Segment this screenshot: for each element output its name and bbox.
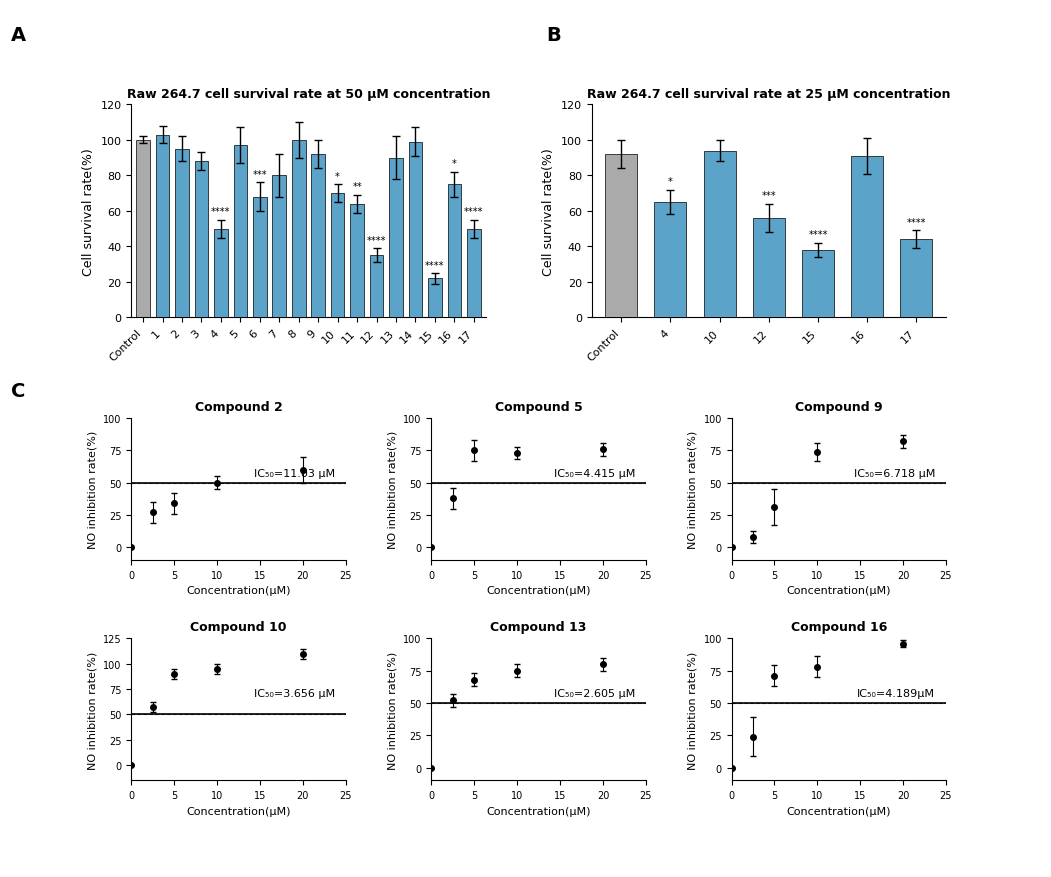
Title: Compound 5: Compound 5	[495, 401, 582, 413]
Bar	[605, 155, 637, 318]
Bar	[311, 155, 325, 318]
Bar	[156, 135, 169, 318]
Text: ****: ****	[907, 217, 926, 228]
Bar	[176, 150, 189, 318]
Bar	[194, 162, 208, 318]
Text: B: B	[547, 26, 561, 46]
Y-axis label: Cell survival rate(%): Cell survival rate(%)	[82, 148, 95, 275]
Text: *: *	[452, 159, 457, 169]
Y-axis label: NO inhibition rate(%): NO inhibition rate(%)	[87, 431, 98, 549]
Bar	[331, 194, 345, 318]
Title: Compound 10: Compound 10	[190, 620, 287, 633]
Text: IC₅₀=2.605 μM: IC₅₀=2.605 μM	[554, 688, 635, 698]
Bar	[704, 152, 736, 318]
Bar	[253, 197, 267, 318]
Y-axis label: Cell survival rate(%): Cell survival rate(%)	[542, 148, 555, 275]
Text: ****: ****	[367, 235, 387, 246]
Text: IC₅₀=4.415 μM: IC₅₀=4.415 μM	[554, 468, 635, 478]
Title: Compound 16: Compound 16	[790, 620, 887, 633]
Title: Raw 264.7 cell survival rate at 50 μM concentration: Raw 264.7 cell survival rate at 50 μM co…	[127, 89, 490, 102]
Bar	[370, 256, 384, 318]
Text: **: **	[352, 182, 362, 192]
Text: ****: ****	[808, 230, 828, 240]
Text: C: C	[11, 381, 25, 401]
Bar	[389, 159, 403, 318]
Text: ****: ****	[426, 260, 445, 270]
Text: ****: ****	[211, 207, 230, 217]
Bar	[448, 185, 461, 318]
Text: IC₅₀=6.718 μM: IC₅₀=6.718 μM	[853, 468, 935, 478]
Text: A: A	[11, 26, 25, 46]
Bar	[851, 157, 883, 318]
Y-axis label: NO inhibition rate(%): NO inhibition rate(%)	[688, 431, 698, 549]
Bar	[428, 279, 441, 318]
Text: IC₅₀=4.189μM: IC₅₀=4.189μM	[858, 688, 935, 698]
X-axis label: Concentration(μM): Concentration(μM)	[487, 806, 591, 816]
Text: IC₅₀=11.03 μM: IC₅₀=11.03 μM	[254, 468, 335, 478]
Y-axis label: NO inhibition rate(%): NO inhibition rate(%)	[388, 431, 398, 549]
X-axis label: Concentration(μM): Concentration(μM)	[786, 586, 891, 595]
Bar	[409, 142, 423, 318]
X-axis label: Concentration(μM): Concentration(μM)	[186, 586, 291, 595]
Title: Compound 13: Compound 13	[491, 620, 586, 633]
Text: *: *	[335, 172, 341, 182]
X-axis label: Concentration(μM): Concentration(μM)	[487, 586, 591, 595]
Text: *: *	[668, 177, 673, 187]
Title: Compound 2: Compound 2	[194, 401, 283, 413]
Text: ***: ***	[252, 170, 267, 180]
Text: IC₅₀=3.656 μM: IC₅₀=3.656 μM	[254, 688, 335, 698]
Title: Compound 9: Compound 9	[795, 401, 883, 413]
Text: ***: ***	[762, 191, 776, 201]
Bar	[233, 146, 247, 318]
Bar	[467, 230, 480, 318]
Bar	[901, 240, 932, 318]
Y-axis label: NO inhibition rate(%): NO inhibition rate(%)	[87, 651, 98, 768]
Bar	[802, 251, 834, 318]
Y-axis label: NO inhibition rate(%): NO inhibition rate(%)	[688, 651, 698, 768]
Bar	[655, 203, 686, 318]
X-axis label: Concentration(μM): Concentration(μM)	[786, 806, 891, 816]
Title: Raw 264.7 cell survival rate at 25 μM concentration: Raw 264.7 cell survival rate at 25 μM co…	[588, 89, 950, 102]
Bar	[214, 230, 228, 318]
Bar	[753, 218, 785, 318]
Y-axis label: NO inhibition rate(%): NO inhibition rate(%)	[388, 651, 398, 768]
Bar	[292, 140, 306, 318]
Bar	[350, 204, 364, 318]
X-axis label: Concentration(μM): Concentration(μM)	[186, 806, 291, 816]
Text: ****: ****	[465, 207, 483, 217]
Bar	[137, 140, 150, 318]
Bar	[272, 176, 286, 318]
